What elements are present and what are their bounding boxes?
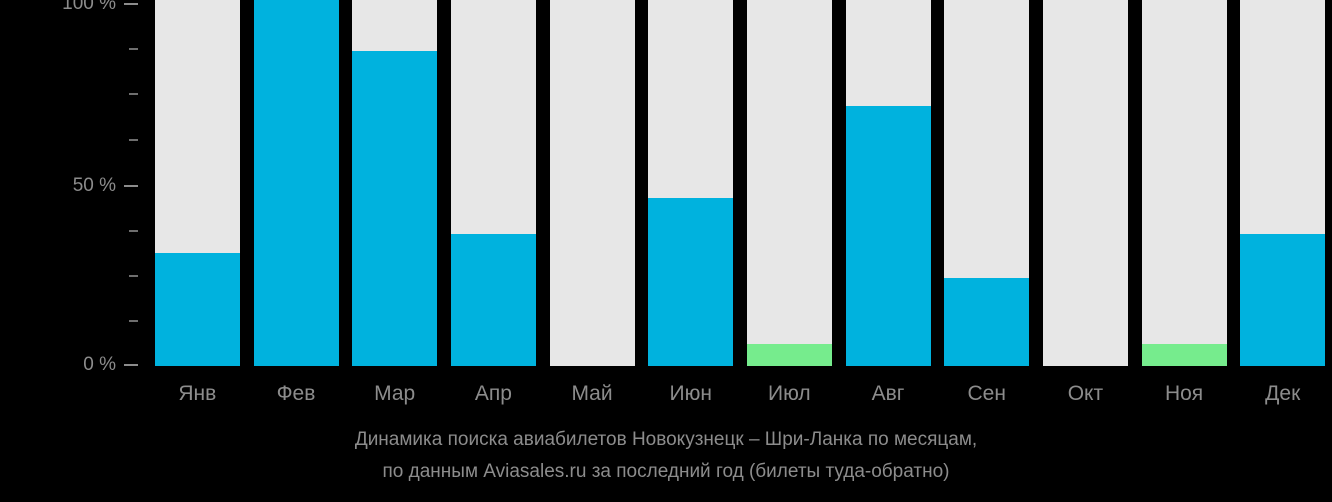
bar-track [352,0,438,366]
x-axis-label-jul: Июл [768,382,811,405]
bar-fill-feb [253,0,339,366]
bar-series [148,0,1332,366]
bar-track [1042,0,1128,366]
y-axis-minor-tick-87 [129,48,138,50]
x-axis-label-sep: Сен [967,382,1006,405]
bar-fill-nov [1141,344,1227,366]
bar-fill-jul [746,344,832,366]
bar-slot-oct[interactable] [1036,0,1135,366]
bar-slot-jul[interactable] [740,0,839,366]
bar-slot-dec[interactable] [1233,0,1332,366]
plot-area [148,0,1332,366]
bar-fill-sep [944,278,1030,366]
bar-fill-apr [450,234,536,366]
bar-track [648,0,734,366]
y-axis-minor-tick-37 [129,230,138,232]
y-axis-label-0: 0 % [83,354,116,375]
bar-fill-jan [154,252,240,366]
x-axis-label-aug: Авг [871,382,905,405]
y-axis-minor-tick-25 [129,275,138,277]
bar-track [253,0,339,366]
bar-track [450,0,536,366]
bar-fill-mar [352,51,438,366]
y-axis-label-100: 100 % [62,0,116,14]
y-axis-minor-tick-12 [129,320,138,322]
bar-slot-apr[interactable] [444,0,543,366]
caption-line-1: Динамика поиска авиабилетов Новокузнецк … [354,429,978,450]
x-axis-label-mar: Мар [374,382,416,405]
bar-track [549,0,635,366]
bar-slot-may[interactable] [543,0,642,366]
x-axis-label-dec: Дек [1265,382,1301,405]
bar-track [944,0,1030,366]
x-axis-label-apr: Апр [474,382,512,405]
chart-caption: Динамика поиска авиабилетов Новокузнецк … [0,424,1332,488]
bar-fill-dec [1240,234,1326,366]
y-axis-minor-tick-75 [129,93,138,95]
bar-track [154,0,240,366]
x-axis-label-oct: Окт [1067,382,1104,405]
y-axis-tick-0 [124,364,138,366]
bar-fill-aug [845,106,931,366]
x-axis: Янв Фев Мар Апр Май Июн Июл Авг Сен Окт … [148,366,1332,422]
bar-track [1240,0,1326,366]
bar-slot-aug[interactable] [839,0,938,366]
y-axis: 100 % 50 % 0 % [0,0,148,375]
bar-track [1141,0,1227,366]
bar-slot-nov[interactable] [1135,0,1234,366]
bar-track [845,0,931,366]
x-axis-label-jan: Янв [178,382,217,405]
bar-slot-mar[interactable] [345,0,444,366]
bar-slot-jun[interactable] [641,0,740,366]
bar-track [746,0,832,366]
y-axis-tick-100 [124,3,138,5]
bar-slot-sep[interactable] [937,0,1036,366]
x-axis-label-jun: Июн [669,382,712,405]
bar-slot-feb[interactable] [247,0,346,366]
x-axis-label-nov: Ноя [1164,382,1204,405]
bar-fill-jun [648,197,734,366]
x-axis-label-feb: Фев [276,382,316,405]
y-axis-minor-tick-62 [129,139,138,141]
caption-line-2: по данным Aviasales.ru за последний год … [382,461,950,482]
y-axis-tick-50 [124,185,138,187]
bar-slot-jan[interactable] [148,0,247,366]
y-axis-label-50: 50 % [72,175,116,196]
x-axis-label-may: Май [571,382,613,405]
